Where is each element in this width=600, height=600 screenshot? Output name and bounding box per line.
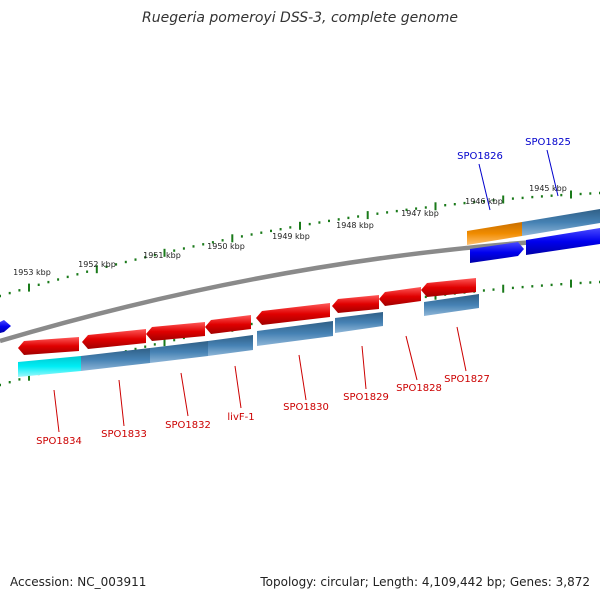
gene-arrow[interactable]	[379, 287, 421, 306]
gene-labels: SPO1834 SPO1833 SPO1832 livF-1 SPO1830 S…	[36, 137, 571, 447]
cds-bar[interactable]	[81, 348, 150, 371]
leader-line	[478, 163, 491, 211]
cds-bar[interactable]	[467, 222, 522, 245]
tick-label: 1949 kbp	[272, 232, 310, 241]
gene-arrow[interactable]	[470, 242, 524, 263]
scale-labels: 1953 kbp 1952 kbp 1951 kbp 1950 kbp 1949…	[13, 184, 567, 277]
tick-label: 1947 kbp	[401, 209, 439, 218]
leader-line	[118, 379, 125, 427]
tick-label: 1953 kbp	[13, 268, 51, 277]
minus-strand-cds	[18, 294, 479, 377]
cds-bar[interactable]	[424, 294, 479, 316]
cds-bar[interactable]	[257, 321, 333, 346]
tick-label: 1950 kbp	[207, 242, 245, 251]
leader-line	[180, 372, 189, 417]
tick-label: 1946 kbp	[465, 197, 503, 206]
genome-stats-text: Topology: circular; Length: 4,109,442 bp…	[259, 575, 590, 589]
cds-bar[interactable]	[335, 312, 383, 333]
cds-bar[interactable]	[208, 335, 253, 356]
gene-label[interactable]: SPO1828	[396, 383, 442, 394]
gene-arrow[interactable]	[421, 278, 476, 297]
gene-label[interactable]: SPO1833	[101, 429, 147, 440]
gene-arrow[interactable]	[146, 322, 205, 341]
plus-strand-features	[0, 209, 600, 333]
leader-line	[53, 389, 60, 433]
gene-label[interactable]: SPO1827	[444, 374, 490, 385]
cds-bar[interactable]	[522, 209, 600, 236]
upper-scale-track	[0, 190, 600, 298]
gene-label[interactable]: SPO1829	[343, 392, 389, 403]
gene-label[interactable]: livF-1	[227, 412, 254, 423]
minus-strand-genes	[18, 278, 476, 355]
gene-arrow[interactable]	[526, 228, 600, 255]
leader-line	[361, 345, 367, 390]
cds-bar[interactable]	[18, 356, 81, 377]
gene-label[interactable]: SPO1830	[283, 402, 329, 413]
gene-arrow[interactable]	[256, 303, 330, 325]
leader-line	[546, 149, 559, 197]
leader-line	[405, 335, 418, 381]
leader-line	[456, 326, 467, 372]
gene-arrow[interactable]	[205, 315, 251, 334]
leader-line	[234, 365, 242, 409]
leader-line	[298, 354, 307, 401]
tick-label: 1948 kbp	[336, 221, 374, 230]
tick-label: 1952 kbp	[78, 260, 116, 269]
gene-label[interactable]: SPO1832	[165, 420, 211, 431]
gene-arrow[interactable]	[82, 329, 146, 349]
accession-text: Accession: NC_003911	[10, 575, 146, 589]
gene-arrow[interactable]	[332, 295, 379, 313]
gene-arrow[interactable]	[18, 337, 79, 355]
gene-label[interactable]: SPO1834	[36, 436, 82, 447]
tick-label: 1945 kbp	[529, 184, 567, 193]
gene-label[interactable]: SPO1825	[525, 137, 571, 148]
gene-arrow[interactable]	[0, 320, 11, 333]
gene-label[interactable]: SPO1826	[457, 151, 503, 162]
tick-label: 1951 kbp	[143, 251, 181, 260]
map-title: Ruegeria pomeroyi DSS-3, complete genome	[142, 10, 458, 26]
cds-bar[interactable]	[150, 341, 208, 363]
